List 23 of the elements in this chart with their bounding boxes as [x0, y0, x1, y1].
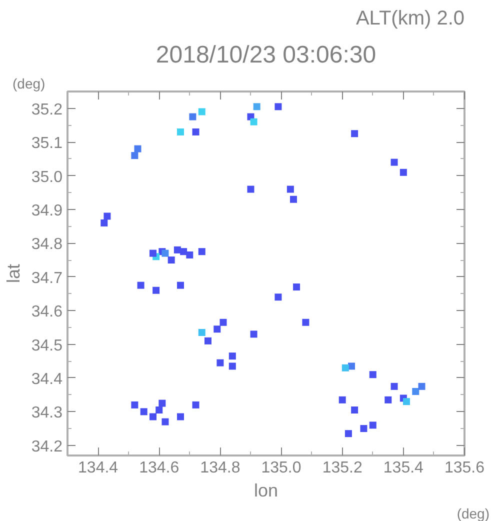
x-tick-label: 135.4	[383, 460, 424, 476]
y-tick-label: 34.5	[31, 337, 63, 354]
y-tick-label: 34.9	[31, 202, 63, 220]
y-tick-label: 34.6	[31, 304, 63, 321]
x-tick-label: 135.0	[261, 460, 302, 476]
y-tick-label: 34.3	[31, 404, 63, 422]
x-axis-title: lon	[254, 480, 278, 500]
y-tick-label: 35.0	[31, 168, 63, 186]
x-tick-label: 134.4	[78, 460, 118, 476]
x-tick-label: 135.6	[444, 460, 485, 476]
text: (deg)	[12, 76, 46, 92]
x-tick-label: 134.8	[200, 460, 240, 476]
x-tick-label: 134.6	[139, 460, 180, 476]
x-tick-label: 135.2	[322, 460, 362, 476]
y-tick-label: 34.7	[31, 270, 63, 287]
y-tick-label: 35.1	[31, 135, 63, 152]
y-tick-label: 34.4	[31, 370, 63, 388]
y-tick-label: 34.2	[31, 438, 63, 456]
y-axis-title: lat	[3, 264, 24, 284]
y-tick-label: 34.8	[31, 236, 63, 254]
y-tick-label: 35.2	[31, 101, 63, 118]
chart-subtitle: ALT(km) 2.0	[356, 8, 465, 30]
chart-title: 2018/10/23 03:06:30	[156, 42, 376, 68]
